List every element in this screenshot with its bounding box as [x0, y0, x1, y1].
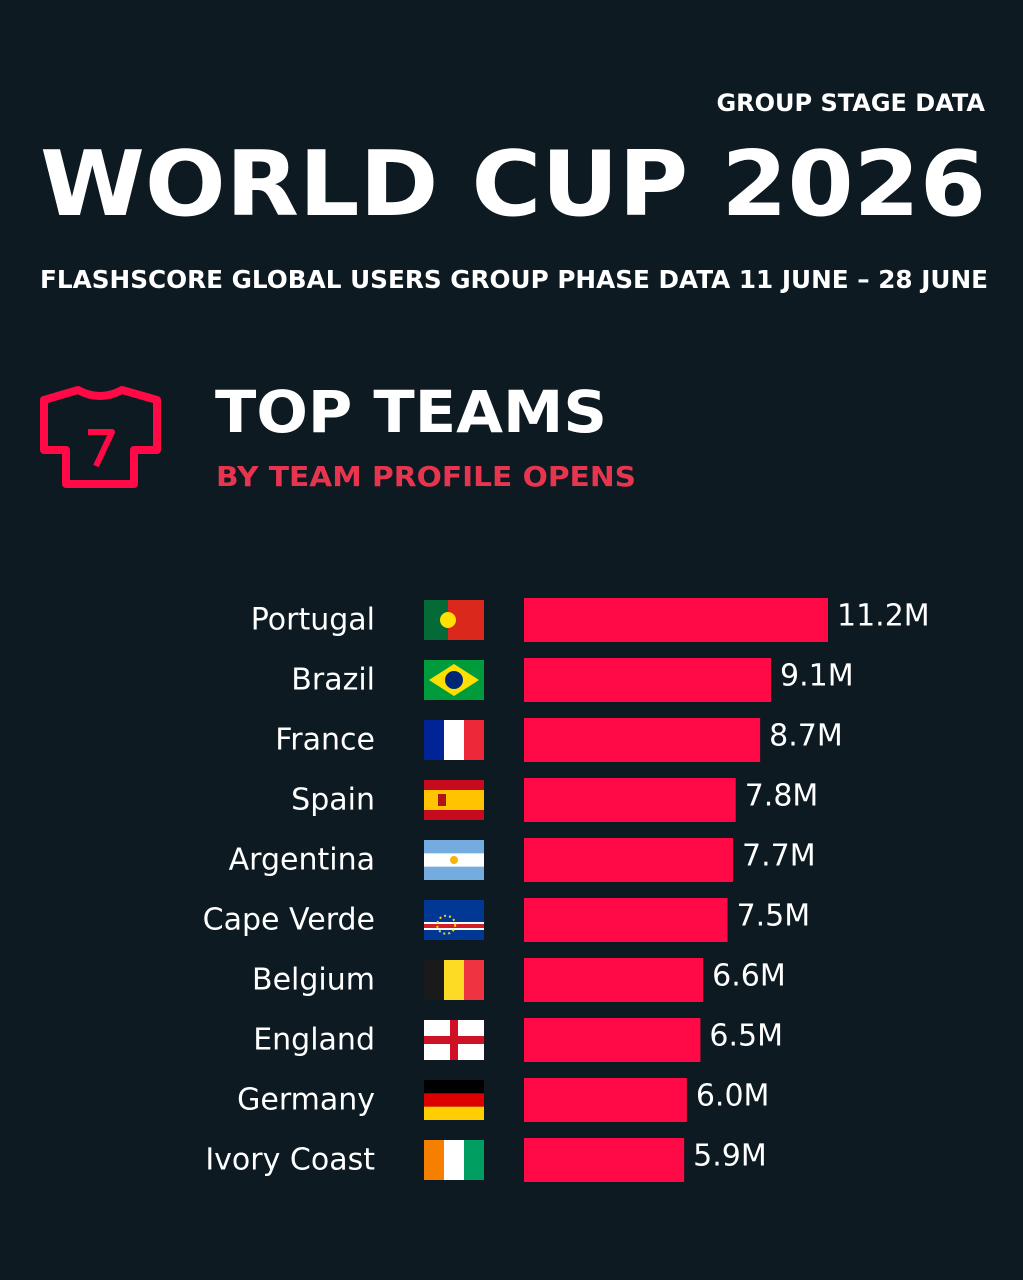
- flag-part: [445, 671, 463, 689]
- category-label: England: [253, 1023, 375, 1058]
- flag-part: [464, 960, 484, 1000]
- bar: [524, 838, 733, 882]
- flag-part: [444, 1140, 464, 1180]
- flag-part: [424, 1140, 444, 1180]
- flag-part: [450, 1020, 458, 1060]
- bar: [524, 598, 828, 642]
- flag: [424, 960, 484, 1000]
- flag: [424, 840, 484, 880]
- value-label: 7.5M: [737, 899, 811, 934]
- value-label: 9.1M: [780, 659, 854, 694]
- flag-part: [450, 856, 458, 864]
- value-label: 5.9M: [693, 1139, 767, 1174]
- value-label: 7.8M: [745, 779, 819, 814]
- value-label: 6.0M: [696, 1079, 770, 1114]
- category-label: Belgium: [252, 963, 375, 998]
- value-label: 7.7M: [742, 839, 816, 874]
- flag-part: [436, 914, 457, 935]
- category-label: Argentina: [229, 843, 375, 878]
- value-label: 8.7M: [769, 719, 843, 754]
- flag: [424, 900, 484, 940]
- flag-part: [424, 1080, 484, 1094]
- bar: [524, 1138, 685, 1182]
- chart-title: WORLD CUP 2026: [40, 132, 986, 237]
- supertitle: GROUP STAGE DATA: [716, 89, 985, 117]
- bar: [524, 658, 771, 702]
- section-subtitle: BY TEAM PROFILE OPENS: [216, 460, 636, 493]
- bar: [524, 958, 704, 1002]
- flag: [424, 660, 484, 700]
- flag-part: [424, 1106, 484, 1120]
- bar: [524, 1018, 701, 1062]
- bar: [524, 718, 761, 762]
- flag-part: [464, 1140, 484, 1180]
- flag-part: [424, 790, 484, 810]
- value-label: 6.5M: [709, 1019, 783, 1054]
- flag: [424, 1140, 484, 1180]
- flag-part: [440, 612, 456, 628]
- flag: [424, 600, 484, 640]
- section-title: TOP TEAMS: [215, 378, 607, 446]
- flag-part: [444, 960, 464, 1000]
- category-label: Ivory Coast: [205, 1143, 375, 1178]
- value-label: 6.6M: [712, 959, 786, 994]
- category-label: Spain: [291, 783, 375, 818]
- category-label: Brazil: [291, 663, 375, 698]
- flag-part: [464, 720, 484, 760]
- bar: [524, 898, 728, 942]
- flag-part: [424, 960, 444, 1000]
- subtitle: FLASHSCORE GLOBAL USERS GROUP PHASE DATA…: [40, 265, 988, 294]
- flag-part: [444, 720, 464, 760]
- bar: [524, 778, 736, 822]
- category-label: Cape Verde: [203, 903, 375, 938]
- jersey-icon: [40, 386, 161, 488]
- flag-part: [424, 1093, 484, 1107]
- flag: [424, 1020, 484, 1060]
- flag: [424, 780, 484, 820]
- flag: [424, 720, 484, 760]
- category-label: Portugal: [251, 603, 375, 638]
- flag: [424, 1080, 484, 1120]
- flag-part: [438, 794, 446, 806]
- flag-part: [424, 720, 444, 760]
- category-label: France: [275, 723, 375, 758]
- value-label: 11.2M: [837, 599, 930, 634]
- bar: [524, 1078, 687, 1122]
- flag-part: [424, 924, 484, 928]
- category-label: Germany: [237, 1083, 375, 1118]
